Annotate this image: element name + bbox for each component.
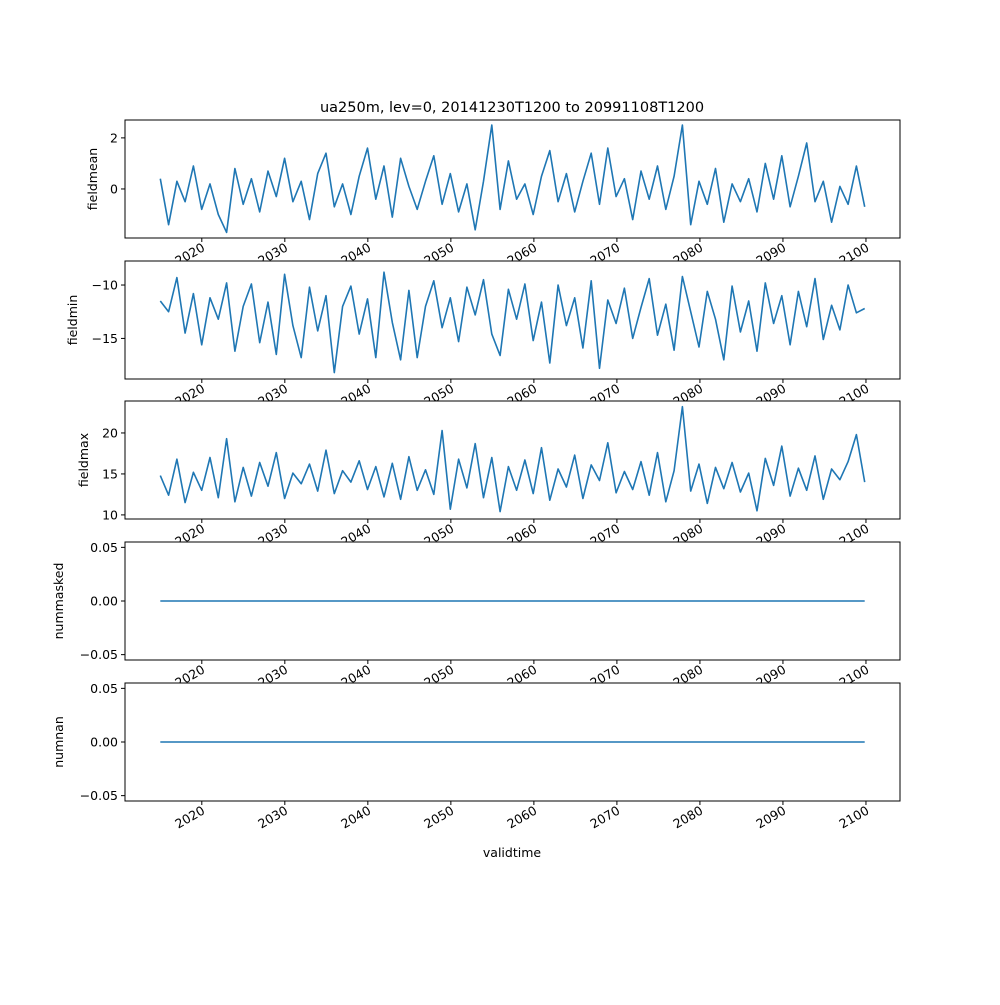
y-axis-label: fieldmean xyxy=(85,148,100,210)
y-tick-label: −0.05 xyxy=(80,788,118,803)
y-tick-label: 0.00 xyxy=(90,735,118,750)
y-tick-label: 0.05 xyxy=(90,681,118,696)
x-axis-label: validtime xyxy=(483,845,541,860)
x-tick-label: 2040 xyxy=(338,803,373,832)
y-axis-label: numnan xyxy=(51,716,66,768)
chart-title: ua250m, lev=0, 20141230T1200 to 20991108… xyxy=(320,100,704,116)
y-tick-label: 10 xyxy=(102,507,118,522)
x-tick-label: 2080 xyxy=(670,803,705,832)
axes-background xyxy=(125,261,900,379)
x-tick-label: 2090 xyxy=(753,803,788,832)
y-axis-label: fieldmin xyxy=(65,295,80,346)
y-axis-label: nummasked xyxy=(51,563,66,640)
x-tick-label: 2050 xyxy=(421,803,456,832)
subplot-numnan: −0.05 0.00 0.05 numnan 2020 2030 2040 2050 2060 2… xyxy=(51,681,901,832)
y-tick-label: 0.00 xyxy=(90,594,118,609)
x-tick-label: 2060 xyxy=(504,803,539,832)
y-tick-label: 0.05 xyxy=(90,540,118,555)
y-tick-label: 0 xyxy=(110,181,118,196)
series-line-fieldmin xyxy=(159,271,866,374)
y-tick-label: 2 xyxy=(110,130,118,145)
series-line-fieldmax xyxy=(159,405,866,513)
axes-background xyxy=(125,401,900,519)
series-line-fieldmean xyxy=(159,124,866,234)
x-tick-label: 2020 xyxy=(172,803,207,832)
subplots: 0 2 fieldmean 2020 2030 2040 2050 2060 2070 2080 2… xyxy=(51,119,901,832)
axes-frame xyxy=(124,260,901,380)
y-tick-label: −15 xyxy=(92,331,118,346)
x-tick-label: 2030 xyxy=(255,803,290,832)
y-axis-label: fieldmax xyxy=(76,433,91,487)
y-tick-label: 15 xyxy=(102,466,118,481)
y-tick-label: 20 xyxy=(102,425,118,440)
y-tick-label: −0.05 xyxy=(80,647,118,662)
axes-frame xyxy=(124,119,901,239)
x-tick-label: 2070 xyxy=(587,803,622,832)
x-tick-label: 2100 xyxy=(836,803,871,832)
axes-frame xyxy=(124,400,901,520)
y-tick-label: −10 xyxy=(92,278,118,293)
